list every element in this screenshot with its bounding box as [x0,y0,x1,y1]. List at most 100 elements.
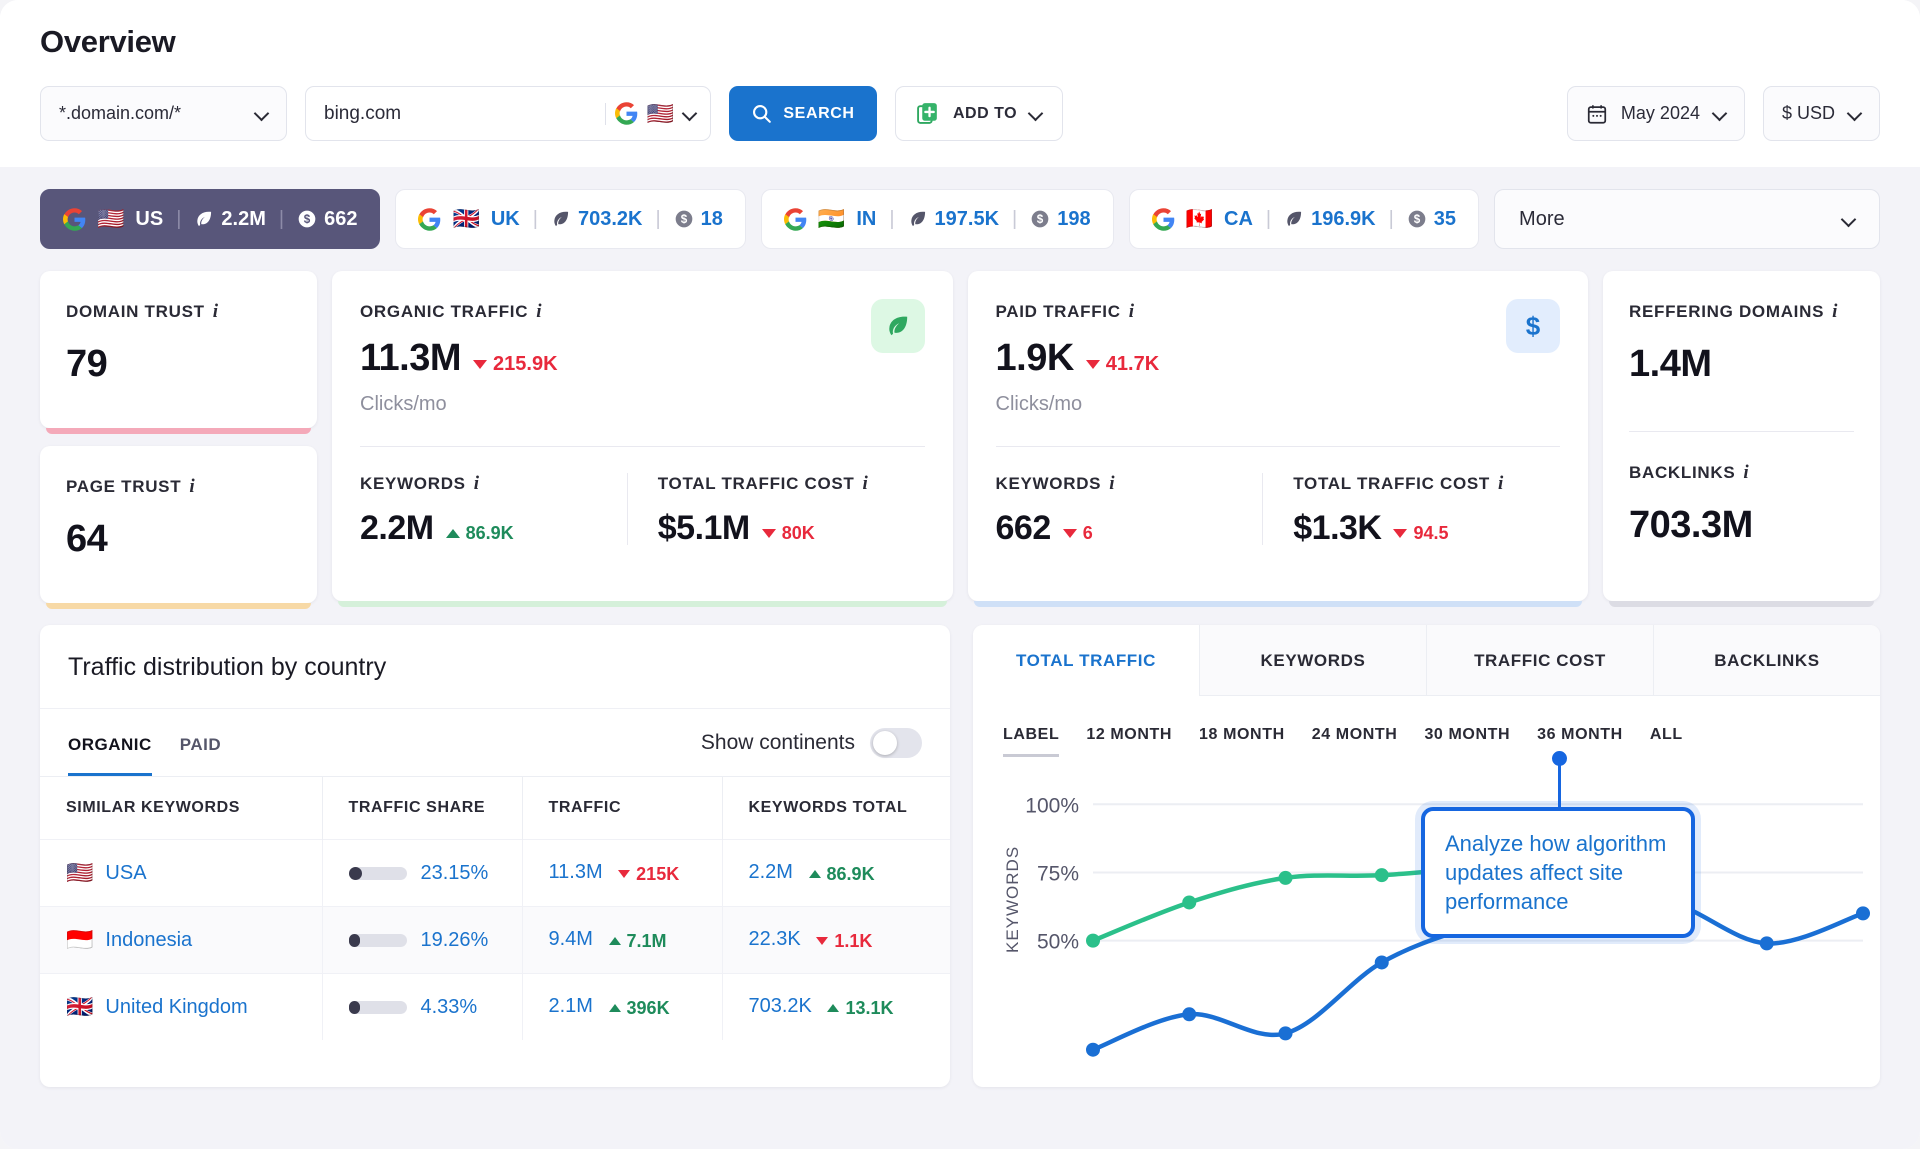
chart-point-paid[interactable] [1086,1042,1100,1057]
more-label: More [1519,207,1565,230]
info-icon[interactable]: i [1743,462,1750,483]
tab-paid[interactable]: PAID [179,735,222,754]
divider [995,446,1560,447]
date-range-dropdown[interactable]: May 2024 [1566,86,1745,141]
table-row[interactable]: 🇮🇩 Indonesia 19.26% [40,906,950,974]
cell-keywords-total: 22.3K 1.1K [722,906,950,974]
column-similar-keywords[interactable]: SIMILAR KEYWORDS [40,776,323,840]
country-tab-in[interactable]: 🇮🇳 IN | 197.5K | $ 198 [760,189,1114,249]
country-name: United Kingdom [105,995,248,1018]
arrow-down-icon [618,870,631,879]
svg-text:$: $ [1037,213,1044,226]
divider [604,102,606,125]
chart-point-paid[interactable] [1374,955,1389,970]
currency-dropdown[interactable]: $ USD [1762,86,1880,141]
svg-text:100%: 100% [1025,794,1079,817]
traffic-delta: 396K [608,997,670,1019]
label-text: KEYWORDS [360,474,466,493]
range-24-month[interactable]: 24 MONTH [1311,726,1398,743]
tab-backlinks[interactable]: BACKLINKS [1653,625,1880,696]
more-countries-dropdown[interactable]: More [1494,189,1880,249]
calendar-icon [1587,104,1607,124]
organic-traffic-value-row: 11.3M 215.9K [360,339,925,377]
chart-point-organic[interactable] [1374,868,1389,883]
chart-point-organic[interactable] [1278,870,1293,885]
country-cost-value: 35 [1433,207,1457,230]
google-icon [418,207,441,231]
search-button[interactable]: SEARCH [729,86,877,141]
share-bar-fill [348,1000,361,1014]
info-icon[interactable]: i [536,301,543,322]
dollar-coin-icon: $ [1408,210,1426,228]
chart-point-paid[interactable] [1759,936,1774,951]
add-to-button[interactable]: ADD TO [895,86,1064,141]
label-text: TOTAL TRAFFIC COST [1293,474,1491,493]
currency-label: $ USD [1781,103,1835,123]
range-label[interactable]: LABEL [1003,726,1060,757]
info-icon[interactable]: i [473,473,480,494]
tab-organic[interactable]: ORGANIC [68,709,152,776]
arrow-down-icon [816,937,829,946]
svg-text:50%: 50% [1037,931,1079,954]
chart-point-paid[interactable] [1856,906,1870,921]
column-traffic[interactable]: TRAFFIC [522,776,723,840]
chart-point-paid[interactable] [1278,1026,1293,1041]
domain-filter-dropdown[interactable]: *.domain.com/* [40,86,287,141]
label-text: DOMAIN TRUST [66,302,205,321]
keywords-value: 703.2K [748,995,812,1018]
chart-point-organic[interactable] [1182,895,1197,910]
delta-value: 7.1M [626,930,667,951]
cell-country[interactable]: 🇮🇩 Indonesia [40,906,323,974]
info-icon[interactable]: i [212,301,219,322]
table-row[interactable]: 🇬🇧 United Kingdom 4.33% [40,973,950,1040]
tab-traffic-cost[interactable]: TRAFFIC COST [1426,625,1653,696]
traffic-panel-title: Traffic distribution by country [68,653,387,681]
info-icon[interactable]: i [1109,473,1116,494]
info-icon[interactable]: i [189,476,196,497]
info-icon[interactable]: i [1832,301,1839,322]
tab-total-traffic[interactable]: TOTAL TRAFFIC [973,625,1199,696]
callout-tooltip[interactable]: Analyze how algorithm updates affect sit… [1421,807,1695,939]
cell-country[interactable]: 🇬🇧 United Kingdom [40,973,323,1040]
keywords-delta: 86.9K [808,864,875,885]
paid-badge: $ [1506,299,1560,353]
column-keywords-total[interactable]: KEYWORDS TOTAL [722,776,950,840]
share-bar-cell: 23.15% [348,862,522,885]
paid-keywords-metric: KEYWORDS i 662 6 [996,473,1263,545]
search-input[interactable]: bing.com 🇺🇸 [305,86,711,141]
chart-panel: TOTAL TRAFFIC KEYWORDS TRAFFIC COST BACK… [973,625,1880,1087]
share-bar-cell: 4.33% [348,996,522,1019]
date-range-label: May 2024 [1620,103,1700,123]
column-traffic-share[interactable]: TRAFFIC SHARE [322,776,523,840]
country-tab-uk[interactable]: 🇬🇧 UK | 703.2K | $ 18 [395,189,746,249]
range-36-month[interactable]: 36 MONTH [1537,726,1623,743]
paid-keywords-delta: 6 [1062,524,1093,545]
backlinks-column: REFFERING DOMAINS i 1.4M BACKLINKS i 703… [1603,271,1880,607]
tab-keywords[interactable]: KEYWORDS [1199,625,1426,696]
svg-text:$: $ [680,213,687,226]
info-icon[interactable]: i [1128,301,1135,322]
header: Overview *.domain.com/* bing.com 🇺🇸 [0,0,1920,167]
cell-country[interactable]: 🇺🇸 USA [40,839,323,907]
search-engine-selector[interactable]: 🇺🇸 [604,101,696,127]
show-continents-toggle[interactable] [870,727,922,758]
range-all[interactable]: ALL [1649,726,1683,743]
delta-value: 396K [626,997,670,1018]
info-icon[interactable]: i [1498,473,1504,494]
range-12-month[interactable]: 12 MONTH [1086,726,1173,743]
range-30-month[interactable]: 30 MONTH [1424,726,1511,743]
table-row[interactable]: 🇺🇸 USA 23.15% 11 [40,839,950,907]
flag-icon: 🇺🇸 [66,860,94,885]
show-continents-control[interactable]: Show continents [701,727,922,758]
referring-domains-value: 1.4M [1629,343,1712,385]
country-tab-us[interactable]: 🇺🇸 US | 2.2M | $ 662 [40,189,381,249]
range-18-month[interactable]: 18 MONTH [1199,726,1285,743]
paid-traffic-value: 1.9K [995,337,1075,379]
country-tabs: 🇺🇸 US | 2.2M | $ 662 [40,167,1880,249]
country-tab-ca[interactable]: 🇨🇦 CA | 196.9K | $ 35 [1128,189,1480,249]
info-icon[interactable]: i [862,473,869,494]
chart-point-organic[interactable] [1086,933,1100,948]
country-traffic-metric: 703.2K [551,208,642,231]
chart-point-paid[interactable] [1182,1007,1197,1022]
